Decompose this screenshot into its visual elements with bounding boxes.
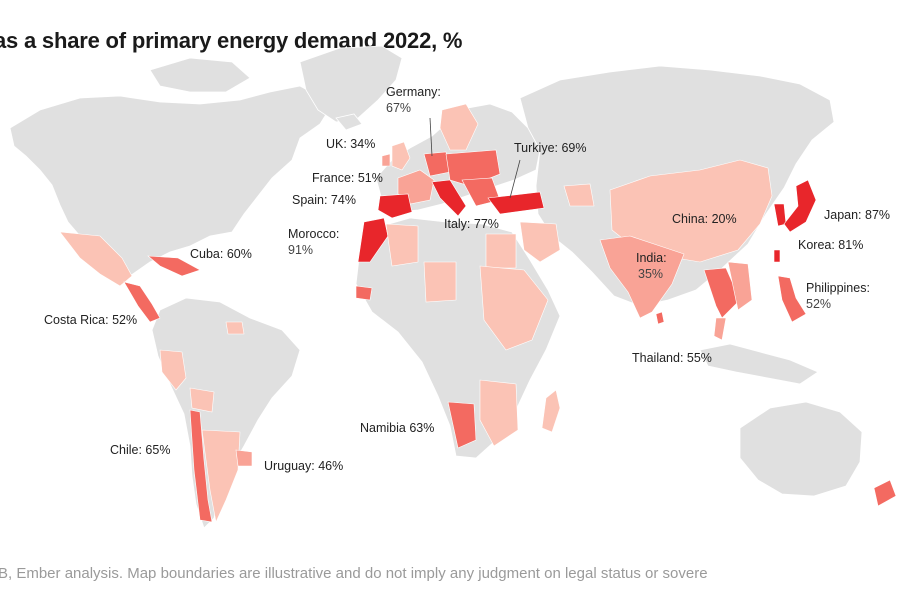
australia-landmass — [739, 401, 863, 497]
label-france: France: 51% — [312, 171, 383, 185]
indonesia-landmass — [699, 343, 819, 385]
country-nigeria-region — [423, 261, 457, 303]
label-japan: Japan: 87% — [824, 208, 890, 222]
country-malaysia — [713, 317, 727, 341]
label-chile: Chile: 65% — [110, 443, 170, 457]
country-east-africa — [479, 265, 549, 351]
country-cuba — [147, 255, 201, 277]
country-madagascar — [541, 389, 561, 433]
country-southern-africa — [479, 379, 519, 447]
label-namibia: Namibia 63% — [360, 421, 434, 435]
source-footnote: EB, Ember analysis. Map boundaries are i… — [0, 565, 708, 582]
country-thailand — [703, 267, 741, 319]
label-uruguay: Uruguay: 46% — [264, 459, 343, 473]
country-argentina — [201, 429, 241, 523]
label-china: China: 20% — [672, 212, 737, 226]
label-uk: UK: 34% — [326, 137, 375, 151]
label-italy: Italy: 77% — [444, 217, 499, 231]
country-taiwan — [773, 249, 781, 263]
label-philippines: Philippines: 52% — [806, 281, 873, 311]
country-uk — [391, 141, 411, 171]
country-central-asia — [563, 183, 595, 207]
country-sri-lanka — [655, 311, 665, 325]
country-morocco — [357, 217, 389, 263]
country-ireland — [381, 153, 391, 167]
country-namibia — [447, 401, 477, 449]
leader-lines — [429, 117, 521, 199]
country-middle-east — [519, 221, 561, 263]
country-chile — [189, 409, 213, 523]
label-thailand: Thailand: 55% — [632, 351, 712, 365]
country-korea — [773, 203, 787, 227]
country-venezuela-region — [225, 321, 245, 335]
label-morocco: Morocco: 91% — [288, 227, 343, 257]
country-mexico — [59, 231, 133, 287]
north-america-landmass — [9, 85, 331, 277]
label-spain: Spain: 74% — [292, 193, 356, 207]
leader-germany — [429, 117, 433, 157]
label-costa-rica: Costa Rica: 52% — [44, 313, 137, 327]
country-central-america — [123, 281, 161, 323]
iceland-landmass — [335, 113, 363, 131]
country-algeria — [385, 223, 419, 267]
country-japan — [783, 179, 817, 233]
shaded-countries — [59, 103, 897, 523]
greenland-landmass — [299, 45, 403, 123]
country-philippines — [777, 275, 807, 323]
country-vietnam-region — [727, 261, 753, 311]
country-peru — [159, 349, 187, 391]
country-new-zealand — [873, 479, 897, 507]
arctic-islands-landmass — [149, 57, 251, 93]
country-bolivia — [189, 387, 215, 413]
label-korea: Korea: 81% — [798, 238, 863, 252]
label-cuba: Cuba: 60% — [190, 247, 252, 261]
leader-turkiye — [509, 159, 521, 199]
country-india — [599, 235, 685, 319]
country-uruguay — [235, 449, 253, 467]
label-india: India: 35% — [636, 251, 670, 281]
country-spain — [377, 193, 413, 219]
country-egypt — [485, 233, 517, 269]
country-labels: Germany: 67% UK: 34% France: 51% Spain: … — [44, 85, 890, 473]
country-turkiye — [487, 191, 545, 215]
label-turkiye: Turkiye: 69% — [514, 141, 586, 155]
country-norway-sweden — [439, 103, 479, 151]
country-italy — [431, 179, 467, 217]
label-germany: Germany: 67% — [386, 85, 444, 115]
country-west-africa — [355, 285, 373, 301]
